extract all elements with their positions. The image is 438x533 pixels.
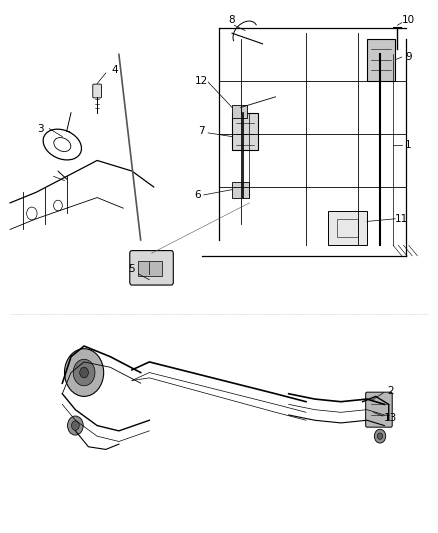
Bar bbox=[336, 219, 358, 237]
Text: 4: 4 bbox=[111, 66, 118, 75]
Circle shape bbox=[64, 349, 104, 397]
Text: 11: 11 bbox=[395, 214, 408, 224]
Text: 6: 6 bbox=[194, 190, 201, 200]
Circle shape bbox=[378, 433, 383, 439]
Bar bbox=[232, 113, 258, 150]
Text: 8: 8 bbox=[229, 15, 235, 25]
Circle shape bbox=[73, 359, 95, 386]
FancyBboxPatch shape bbox=[130, 251, 173, 285]
FancyBboxPatch shape bbox=[93, 84, 102, 98]
Circle shape bbox=[80, 367, 88, 378]
Text: 13: 13 bbox=[384, 413, 398, 423]
Bar bbox=[138, 261, 162, 276]
Bar bbox=[328, 211, 367, 245]
FancyBboxPatch shape bbox=[366, 392, 392, 427]
Circle shape bbox=[71, 421, 79, 430]
Text: 10: 10 bbox=[402, 15, 415, 25]
Bar bbox=[367, 38, 395, 81]
Text: 3: 3 bbox=[37, 124, 44, 134]
Text: 12: 12 bbox=[195, 76, 208, 86]
Circle shape bbox=[67, 416, 83, 435]
Text: 9: 9 bbox=[405, 52, 412, 62]
Bar bbox=[232, 182, 250, 198]
Text: 5: 5 bbox=[129, 264, 135, 274]
Text: 7: 7 bbox=[198, 126, 205, 136]
Text: 2: 2 bbox=[388, 386, 394, 396]
Circle shape bbox=[374, 429, 386, 443]
Text: 1: 1 bbox=[405, 140, 412, 150]
Bar bbox=[232, 105, 247, 118]
